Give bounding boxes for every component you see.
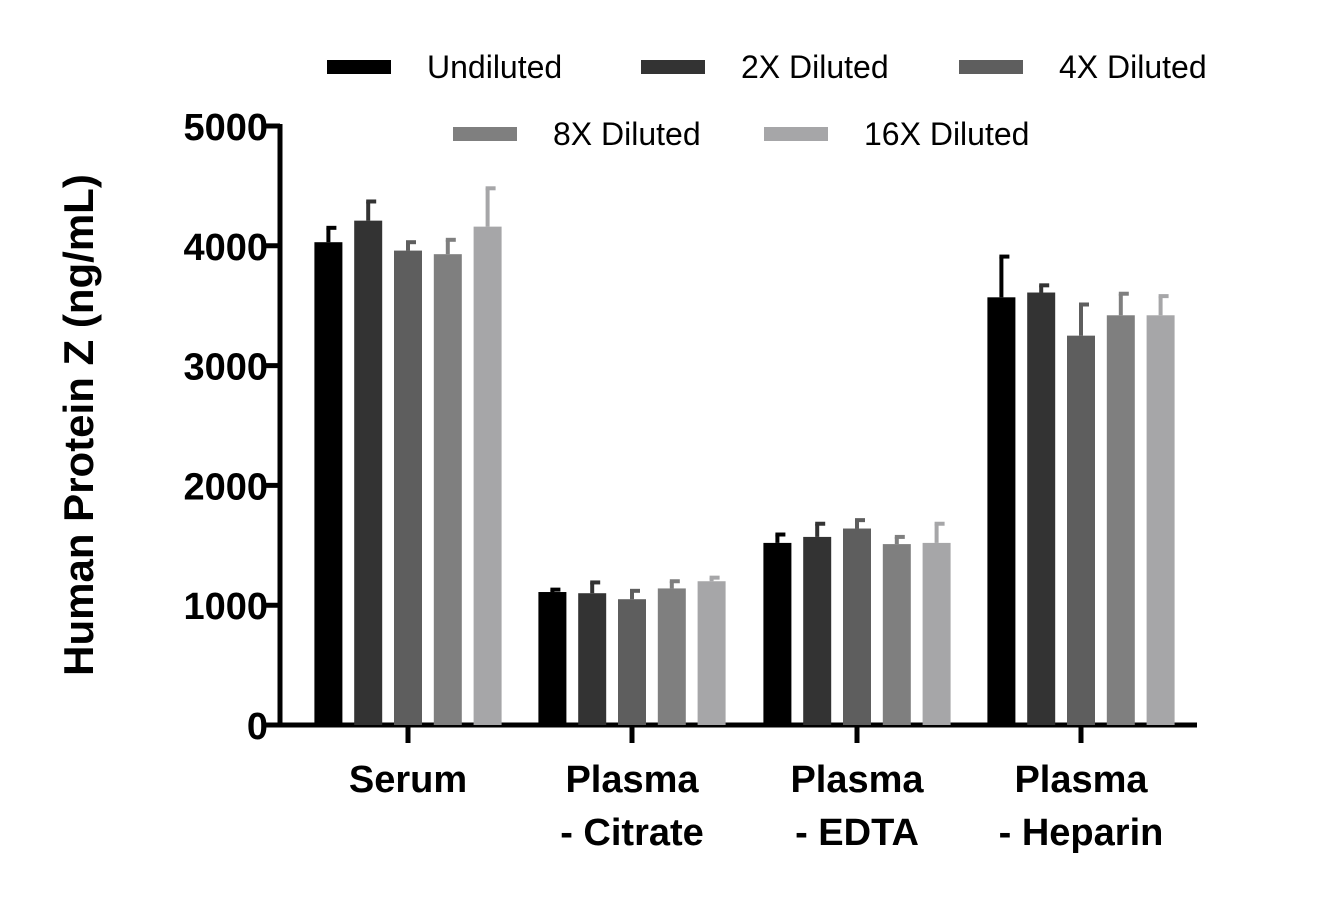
bar (433, 254, 462, 725)
bar (1146, 315, 1175, 725)
bar (697, 581, 726, 725)
bar (314, 242, 343, 725)
bar (922, 542, 951, 725)
legend-label: 16X Diluted (864, 116, 1029, 152)
bar (473, 226, 502, 725)
x-tick-label: Plasma (1014, 759, 1148, 801)
y-tick-label: 0 (247, 706, 268, 748)
x-tick-label: Plasma (565, 759, 699, 801)
legend-swatch (641, 60, 705, 74)
bar (1106, 315, 1135, 725)
bar (618, 599, 646, 725)
bar (354, 220, 383, 725)
legend-swatch (453, 127, 517, 141)
x-axis: Serum Plasma - Citrate Plasma - EDTA Plasma - … (278, 722, 1197, 854)
y-tick-label: 1000 (183, 586, 268, 628)
legend-swatch (959, 60, 1023, 74)
legend-swatch (327, 60, 391, 74)
legend-label: 4X Diluted (1059, 49, 1207, 85)
legend: Undiluted 2X Diluted 4X Diluted 8X Diluted 1… (327, 49, 1207, 152)
bar (394, 250, 422, 726)
bar (987, 297, 1016, 725)
y-tick-label: 3000 (183, 347, 268, 389)
bar (1067, 335, 1095, 725)
legend-swatch (764, 127, 828, 141)
bar (843, 528, 871, 725)
x-tick-label: - Heparin (999, 812, 1164, 854)
x-tick-label: - Citrate (560, 812, 704, 854)
x-tick-label: Serum (349, 759, 467, 801)
x-tick-label: Plasma (790, 759, 924, 801)
bar (538, 592, 567, 725)
bar (657, 588, 686, 725)
y-tick-label: 5000 (183, 107, 268, 149)
legend-label: Undiluted (427, 49, 562, 85)
bar (763, 542, 792, 725)
legend-label: 2X Diluted (741, 49, 889, 85)
bar (803, 536, 832, 725)
bar (1027, 292, 1056, 725)
y-tick-label: 2000 (183, 466, 268, 508)
y-axis-title: Human Protein Z (ng/mL) (55, 174, 102, 676)
y-axis: 0 1000 2000 3000 4000 5000 (183, 107, 283, 748)
x-tick-label: - EDTA (795, 812, 919, 854)
legend-label: 8X Diluted (553, 116, 701, 152)
bar (882, 544, 911, 725)
bars (314, 186, 1175, 726)
bar (578, 593, 607, 725)
y-tick-label: 4000 (183, 227, 268, 269)
